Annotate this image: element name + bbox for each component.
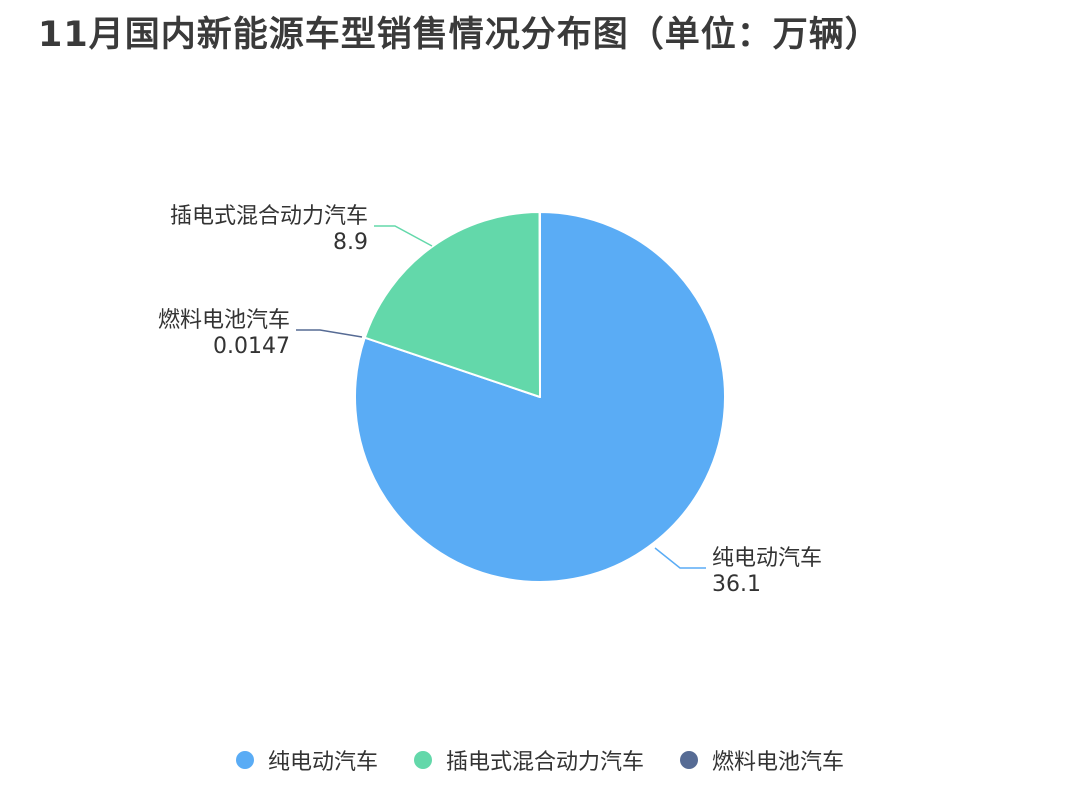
legend-label: 纯电动汽车	[267, 750, 378, 775]
pie-slice	[363, 211, 541, 398]
legend-item[interactable]: 燃料电池汽车	[680, 744, 844, 776]
legend-item[interactable]: 插电式混合动力汽车	[413, 744, 644, 776]
legend-marker	[413, 751, 432, 769]
pie-slices	[354, 210, 726, 583]
legend: 纯电动汽车 插电式混合动力汽车 燃料电池汽车	[0, 740, 1080, 780]
legend-marker	[235, 751, 254, 769]
leader-line	[654, 547, 706, 569]
leader-line	[374, 225, 433, 247]
legend-item[interactable]: 纯电动汽车	[235, 744, 378, 776]
slice-label-name: 燃料电池汽车	[158, 308, 290, 333]
leader-lines	[296, 225, 706, 569]
legend-label: 插电式混合动力汽车	[445, 750, 644, 775]
slice-label-value: 36.1	[712, 572, 761, 597]
legend-label: 燃料电池汽车	[712, 750, 845, 775]
slice-label-value: 0.0147	[213, 334, 290, 359]
slice-label-name: 纯电动汽车	[712, 546, 822, 571]
slice-label-value: 8.9	[333, 230, 368, 255]
leader-line	[296, 329, 363, 338]
legend-marker	[680, 751, 698, 769]
slice-label-name: 插电式混合动力汽车	[170, 204, 368, 229]
chart-title: 11月国内新能源车型销售情况分布图（单位：万辆）	[38, 15, 881, 55]
